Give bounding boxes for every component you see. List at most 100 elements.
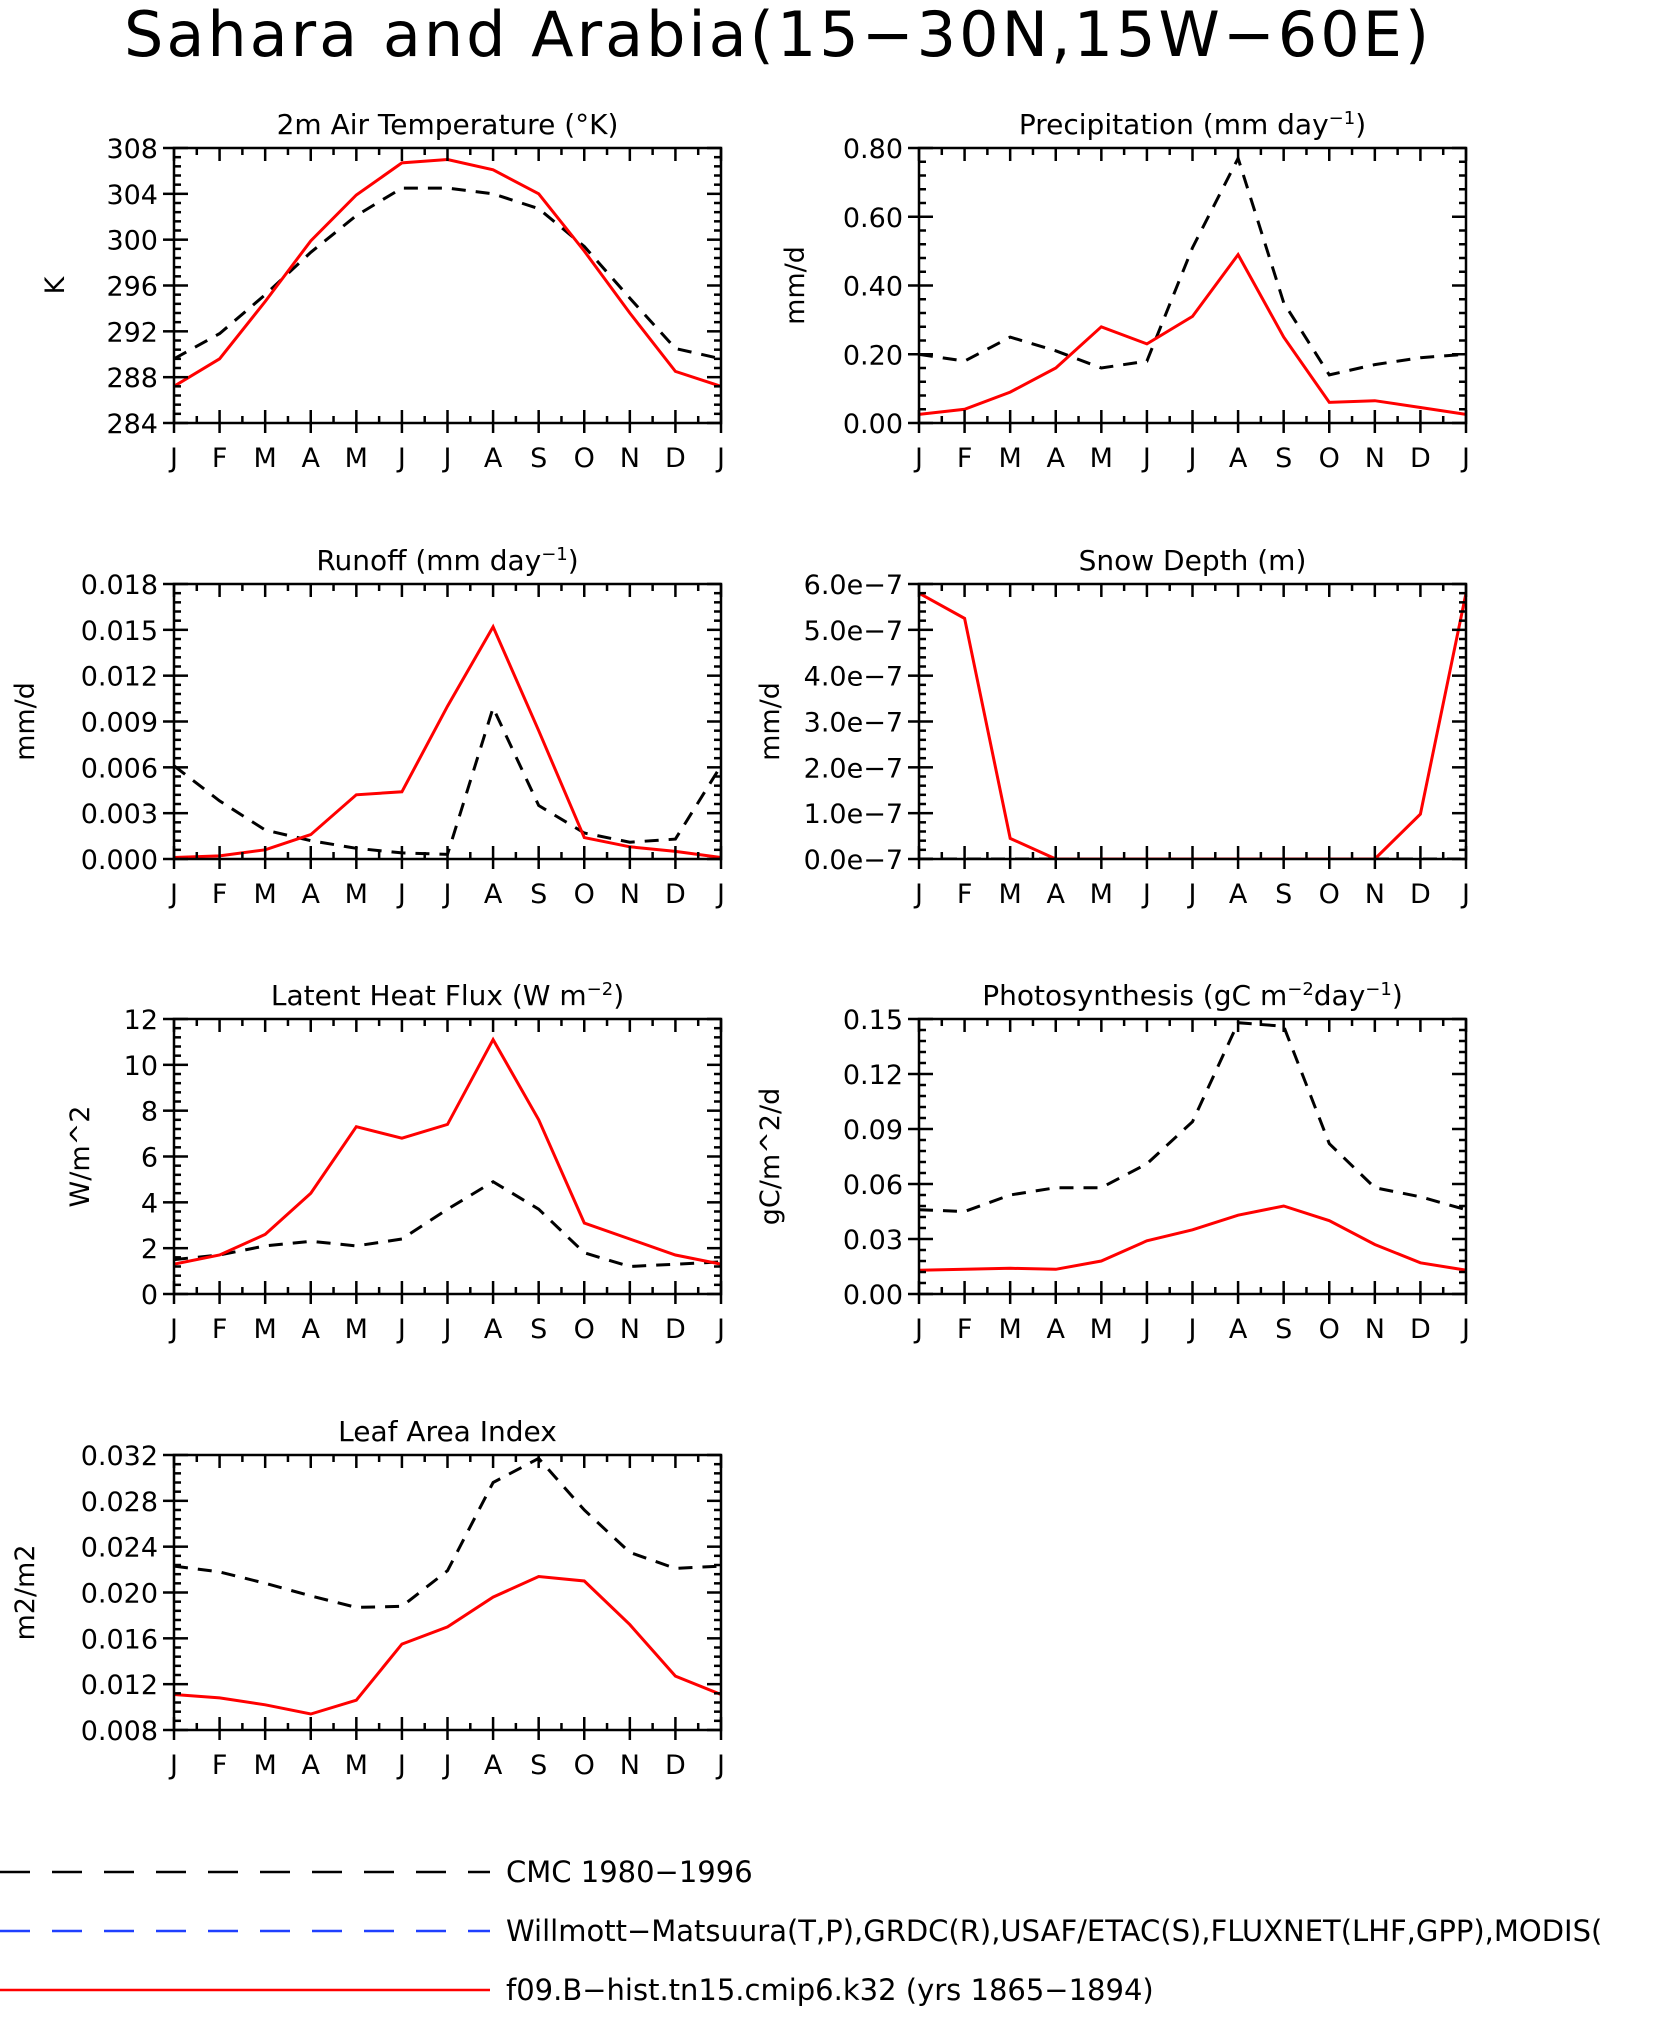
y-tick-label: 0.00: [843, 1280, 903, 1311]
x-tick-label: O: [574, 1314, 595, 1345]
x-tick-label: A: [1047, 443, 1066, 474]
y-tick-label: 0.000: [81, 845, 158, 876]
series-line-model: [174, 1036, 721, 1266]
x-tick-label: O: [1319, 1314, 1340, 1345]
panel-title: 2m Air Temperature (°K): [277, 108, 619, 141]
x-tick-label: J: [1141, 1314, 1151, 1345]
x-tick-label: A: [484, 443, 503, 474]
plot-frame: [172, 146, 723, 425]
panel-title: Photosynthesis (gC m−2day−1): [982, 979, 1403, 1013]
y-tick-label: 4: [141, 1188, 158, 1219]
x-tick-label: M: [254, 1314, 277, 1345]
plot-frame: [917, 146, 1468, 425]
y-tick-label: 3.0e−7: [804, 708, 903, 739]
legend-label: CMC 1980−1996: [506, 1855, 753, 1889]
x-tick-label: F: [212, 1314, 228, 1345]
y-tick-label: 6: [141, 1143, 158, 1174]
y-tick-label: 288: [106, 363, 158, 394]
x-tick-label: A: [302, 443, 321, 474]
x-tick-label: J: [442, 1314, 452, 1345]
x-tick-label: J: [396, 443, 406, 474]
x-tick-label: J: [715, 1314, 725, 1345]
x-tick-label: M: [345, 879, 368, 910]
x-tick-label: M: [1090, 879, 1113, 910]
x-tick-label: D: [665, 879, 686, 910]
y-axis-label: m2/m2: [10, 1544, 41, 1640]
series-line-cmc: [919, 154, 1466, 377]
x-tick-label: A: [484, 1314, 503, 1345]
x-tick-label: M: [999, 1314, 1022, 1345]
x-tick-label: J: [396, 1314, 406, 1345]
x-tick-label: J: [442, 879, 452, 910]
x-tick-label: D: [665, 1750, 686, 1781]
y-tick-label: 2: [141, 1234, 158, 1265]
series-line-cmc: [174, 1179, 721, 1269]
x-tick-label: D: [1410, 1314, 1431, 1345]
x-tick-label: J: [913, 879, 923, 910]
x-tick-label: J: [1460, 879, 1470, 910]
x-tick-label: J: [1187, 443, 1197, 474]
y-axis-label: W/m^2: [65, 1106, 96, 1208]
x-tick-label: M: [254, 1750, 277, 1781]
x-tick-label: O: [574, 1750, 595, 1781]
y-tick-label: 300: [106, 226, 158, 257]
x-tick-label: J: [913, 443, 923, 474]
y-tick-label: 12: [124, 1005, 158, 1036]
y-tick-label: 0.40: [843, 272, 903, 303]
y-tick-label: 0.09: [843, 1115, 903, 1146]
panel-7: J F M A M J J A S O N D J0.0080.0120.0160.0200.0240.…: [10, 1415, 725, 1781]
x-tick-label: A: [484, 879, 503, 910]
x-tick-label: J: [1187, 1314, 1197, 1345]
x-tick-label: F: [212, 1750, 228, 1781]
series-line-cmc: [174, 186, 721, 361]
x-tick-label: M: [345, 443, 368, 474]
panel-title: Runoff (mm day−1): [316, 544, 578, 578]
legend: CMC 1980−1996 Willmott−Matsuura(T,P),GRDC…: [0, 1855, 1602, 2007]
x-tick-label: J: [1141, 879, 1151, 910]
x-tick-label: O: [1319, 879, 1340, 910]
y-tick-label: 0.00: [843, 409, 903, 440]
y-tick-label: 0.008: [81, 1716, 158, 1747]
x-tick-label: S: [1275, 443, 1292, 474]
x-tick-label: J: [396, 1750, 406, 1781]
series-line-cmc: [919, 1021, 1466, 1214]
plot-frame: [172, 1453, 723, 1732]
figure-title: Sahara and Arabia(15−30N,15W−60E): [124, 0, 1432, 71]
x-tick-label: F: [957, 443, 973, 474]
legend-label: f09.B−hist.tn15.cmip6.k32 (yrs 1865−1894…: [506, 1973, 1154, 2007]
y-tick-label: 304: [106, 180, 158, 211]
x-tick-label: N: [1365, 443, 1385, 474]
plot-frame: [917, 1017, 1468, 1296]
x-tick-label: D: [665, 1314, 686, 1345]
x-tick-label: M: [1090, 443, 1113, 474]
x-tick-label: M: [1090, 1314, 1113, 1345]
x-tick-label: J: [442, 1750, 452, 1781]
x-tick-label: J: [442, 443, 452, 474]
plot-frame: [917, 582, 1468, 861]
series-line-cmc: [174, 703, 721, 856]
panel-3: J F M A M J J A S O N D J0.0000.0030.0060.0090.0120.…: [10, 544, 725, 911]
x-tick-label: J: [715, 879, 725, 910]
y-tick-label: 8: [141, 1097, 158, 1128]
y-tick-label: 4.0e−7: [804, 662, 903, 693]
series-line-model: [919, 251, 1466, 416]
x-tick-label: J: [715, 443, 725, 474]
panel-6: J F M A M J J A S O N D J0.000.030.060.090.120.15Pho…: [755, 979, 1470, 1346]
x-tick-label: A: [1229, 1314, 1248, 1345]
x-tick-label: J: [168, 1750, 178, 1781]
series-line-model: [174, 157, 721, 388]
legend-label: Willmott−Matsuura(T,P),GRDC(R),USAF/ETAC…: [506, 1914, 1602, 1948]
y-tick-label: 0: [141, 1280, 158, 1311]
y-tick-label: 0.12: [843, 1060, 903, 1091]
x-tick-label: O: [574, 443, 595, 474]
x-tick-label: M: [999, 443, 1022, 474]
x-tick-label: J: [913, 1314, 923, 1345]
x-tick-label: M: [254, 443, 277, 474]
plot-frame: [172, 582, 723, 861]
y-tick-label: 0.60: [843, 203, 903, 234]
x-tick-label: J: [1460, 443, 1470, 474]
x-tick-label: J: [1460, 1314, 1470, 1345]
y-tick-label: 6.0e−7: [804, 570, 903, 601]
